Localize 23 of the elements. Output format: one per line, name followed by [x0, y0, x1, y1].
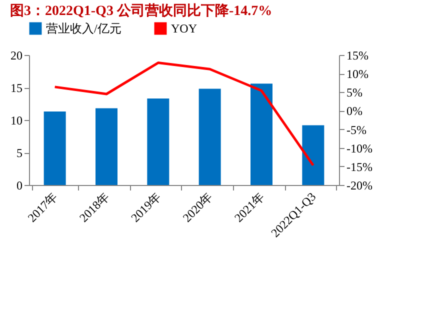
bar — [96, 108, 118, 185]
y-tick-label: 15 — [10, 81, 22, 95]
y-tick-label: 10 — [10, 114, 22, 128]
chart-title: 图3：2022Q1-Q3 公司营收同比下降-14.7% — [10, 3, 272, 19]
y2-tick-label: -10% — [346, 141, 372, 156]
y2-tick-label: 15% — [346, 48, 368, 62]
y2-tick-label: 5% — [346, 86, 362, 100]
bar — [198, 88, 221, 185]
legend-label: YOY — [171, 22, 198, 36]
bar — [147, 98, 170, 185]
line-series — [54, 62, 314, 167]
bar — [250, 84, 272, 185]
y-tick-label: 20 — [10, 48, 22, 62]
y-tick-label: 5 — [16, 146, 22, 160]
legend-label: 营业收入/亿元 — [46, 22, 122, 36]
y-tick-label: 0 — [16, 178, 22, 192]
y2-tick-label: 0% — [346, 104, 362, 118]
bar — [302, 125, 324, 185]
y2-tick-label: -15% — [346, 160, 372, 174]
y2-tick-label: -5% — [346, 122, 366, 137]
y2-tick-label: -20% — [346, 178, 372, 192]
y2-tick-label: 10% — [346, 67, 368, 82]
bar — [44, 112, 66, 185]
